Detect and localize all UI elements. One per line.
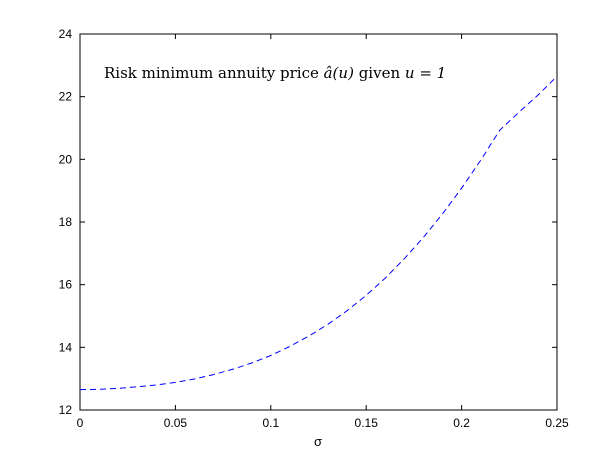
x-tick-label: 0.1 xyxy=(262,416,279,430)
x-tick-label: 0.2 xyxy=(453,416,470,430)
y-tick-label: 24 xyxy=(59,27,73,41)
y-tick-label: 14 xyxy=(59,340,73,354)
axis-tick-labels: 0 0.05 0.1 0.15 0.2 0.25 12 14 16 18 20 22 24 xyxy=(59,27,569,430)
y-tick-label: 12 xyxy=(59,403,73,417)
x-tick-label: 0.25 xyxy=(545,416,569,430)
y-tick-label: 22 xyxy=(59,90,73,104)
annotation-math-u: u = 1 xyxy=(405,64,446,82)
x-tick-label: 0.15 xyxy=(355,416,379,430)
y-tick-label: 16 xyxy=(59,278,73,292)
annotation-math-a: â(u) xyxy=(324,64,354,82)
x-axis-label: σ xyxy=(314,434,322,449)
x-tick-label: 0.05 xyxy=(164,416,188,430)
y-tick-label: 18 xyxy=(59,215,73,229)
y-tick-label: 20 xyxy=(59,152,73,166)
annotation-middle: given xyxy=(359,64,405,82)
x-tick-label: 0 xyxy=(77,416,84,430)
plot-frame xyxy=(79,33,558,411)
annotation-prefix: Risk minimum annuity price xyxy=(104,64,324,82)
series-line xyxy=(79,75,558,391)
chart-annotation: Risk minimum annuity price â(u) given u … xyxy=(104,64,446,82)
axis-ticks xyxy=(79,33,558,411)
